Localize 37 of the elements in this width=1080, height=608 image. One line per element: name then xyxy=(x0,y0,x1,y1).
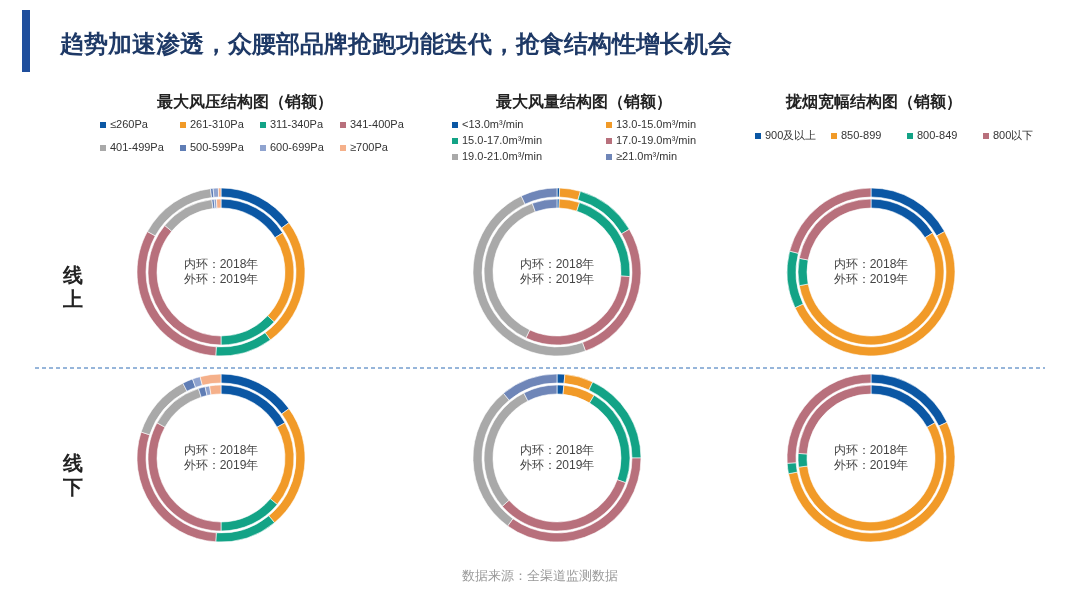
chart-title: 拢烟宽幅结构图（销额） xyxy=(785,92,962,111)
text: 线上 xyxy=(62,264,83,310)
text: 内环：2018年 xyxy=(833,257,909,271)
text: 内环：2018年 xyxy=(833,443,909,457)
text: 趋势加速渗透，众腰部品牌抢跑功能迭代，抢食结构性增长机会 xyxy=(59,30,732,57)
text: 内环：2018年 xyxy=(519,443,595,457)
legend-label: 341-400Pa xyxy=(350,118,405,130)
chart-title: 最大风压结构图（销额） xyxy=(156,93,333,111)
text: 外环：2019年 xyxy=(519,458,595,472)
text: 外环：2019年 xyxy=(833,272,909,286)
legend-label: 19.0-21.0m³/min xyxy=(462,150,543,162)
text: 内环：2018年 xyxy=(183,443,259,457)
source-note: 数据来源：全渠道监测数据 xyxy=(462,568,618,583)
legend-label: 800以下 xyxy=(993,129,1034,141)
chart-title: 最大风量结构图（销额） xyxy=(495,93,672,111)
text: 内环：2018年 xyxy=(183,257,259,271)
text: 线下 xyxy=(62,452,83,498)
legend-label: 850-899 xyxy=(841,129,882,141)
legend-label: 600-699Pa xyxy=(270,141,325,153)
legend-label: 13.0-15.0m³/min xyxy=(616,118,697,130)
legend-label: <13.0m³/min xyxy=(462,118,524,130)
legend-label: 800-849 xyxy=(917,129,958,141)
legend-label: ≥700Pa xyxy=(350,141,389,153)
text: 内环：2018年 xyxy=(519,257,595,271)
legend-label: 500-599Pa xyxy=(190,141,245,153)
text: 外环：2019年 xyxy=(519,272,595,286)
legend-label: ≤260Pa xyxy=(110,118,149,130)
legend-label: ≥21.0m³/min xyxy=(616,150,678,162)
text: 外环：2019年 xyxy=(833,458,909,472)
legend-label: 261-310Pa xyxy=(190,118,245,130)
legend-label: 15.0-17.0m³/min xyxy=(462,134,543,146)
legend-label: 17.0-19.0m³/min xyxy=(616,134,697,146)
legend-label: 900及以上 xyxy=(765,129,817,141)
legend-label: 311-340Pa xyxy=(270,118,324,130)
text: 外环：2019年 xyxy=(183,272,259,286)
legend-label: 401-499Pa xyxy=(110,141,165,153)
text: 外环：2019年 xyxy=(183,458,259,472)
